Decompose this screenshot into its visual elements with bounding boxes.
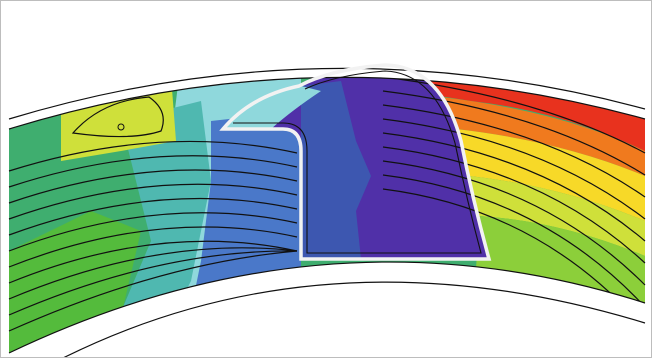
contour-region-orange (441, 97, 645, 176)
streamline (382, 132, 646, 242)
streamline (8, 226, 298, 268)
contour-point (117, 123, 125, 131)
inner-casing-line (63, 281, 646, 357)
streamline (8, 240, 298, 284)
streamline (382, 76, 646, 154)
streamline (382, 104, 646, 198)
blade-inner-outline (233, 70, 482, 254)
streamline (8, 247, 298, 300)
blade-region-cyan (223, 86, 321, 129)
streamline (8, 197, 298, 236)
contour-region-yellow (456, 129, 645, 221)
inner-wall (1, 262, 651, 357)
streamline (8, 169, 298, 204)
streamline (8, 250, 298, 332)
inner-band-edge (8, 261, 646, 354)
blade-outline (219, 63, 492, 261)
streamline (8, 155, 298, 188)
streamline (8, 140, 298, 172)
streamline (382, 90, 646, 176)
outer-casing-line (8, 67, 646, 120)
streamline (8, 250, 298, 316)
streamline (8, 212, 298, 252)
streamline (382, 160, 646, 286)
outer-wall (1, 1, 651, 129)
streamline (382, 118, 646, 220)
outer-band-edge (8, 76, 646, 130)
streamline (8, 183, 298, 220)
blade-region-blue (301, 81, 371, 259)
streamline (382, 146, 646, 264)
contour-loop (71, 96, 164, 138)
streamline (382, 174, 646, 308)
